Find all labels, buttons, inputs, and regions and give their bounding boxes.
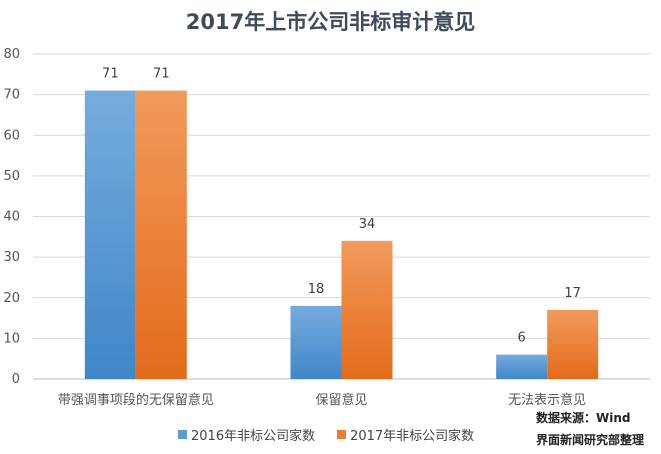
y-tick-label-0: 0 bbox=[12, 372, 20, 387]
x-tick-label-0: 带强调事项段的无保留意见 bbox=[58, 392, 214, 408]
y-tick-label-70: 70 bbox=[3, 88, 20, 103]
source-line-1: 数据来源：Wind bbox=[536, 411, 631, 425]
bar-series0-cat0 bbox=[84, 90, 136, 379]
y-tick-label-20: 20 bbox=[3, 291, 20, 306]
bar-series1-cat0 bbox=[135, 90, 187, 379]
legend-item-2016: 2016年非标公司家数 bbox=[178, 425, 315, 444]
y-tick-label-80: 80 bbox=[3, 47, 20, 62]
bar-series1-cat1 bbox=[341, 240, 393, 379]
y-tick-label-10: 10 bbox=[3, 331, 20, 346]
y-tick-label-30: 30 bbox=[3, 250, 20, 265]
data-label-series0-cat1: 18 bbox=[308, 282, 325, 297]
legend-swatch-2016 bbox=[178, 430, 187, 439]
data-label-series1-cat0: 71 bbox=[153, 67, 170, 82]
x-tick-label-2: 无法表示意见 bbox=[508, 392, 586, 408]
bar-series0-cat1 bbox=[290, 305, 342, 379]
legend-swatch-2017 bbox=[337, 430, 347, 439]
legend-label-2016: 2016年非标公司家数 bbox=[191, 429, 316, 444]
x-tick-label-1: 保留意见 bbox=[315, 392, 367, 408]
source-note: 数据来源：Wind 界面新闻研究部整理 bbox=[536, 407, 644, 451]
legend-label-2017: 2017年非标公司家数 bbox=[350, 429, 475, 444]
legend-item-2017: 2017年非标公司家数 bbox=[337, 425, 474, 444]
source-line-2: 界面新闻研究部整理 bbox=[536, 433, 645, 447]
y-tick-label-50: 50 bbox=[3, 169, 20, 184]
data-label-series1-cat1: 34 bbox=[359, 217, 376, 232]
data-label-series0-cat2: 6 bbox=[518, 331, 526, 346]
bar-series0-cat2 bbox=[496, 354, 548, 379]
y-tick-label-40: 40 bbox=[3, 210, 20, 225]
data-label-series1-cat2: 17 bbox=[564, 286, 581, 301]
y-tick-label-60: 60 bbox=[3, 128, 20, 143]
data-label-series0-cat0: 71 bbox=[102, 67, 119, 82]
chart-title: 2017年上市公司非标审计意见 bbox=[185, 10, 476, 34]
chart-legend: 2016年非标公司家数 2017年非标公司家数 bbox=[178, 425, 496, 444]
bar-series1-cat2 bbox=[547, 309, 599, 379]
